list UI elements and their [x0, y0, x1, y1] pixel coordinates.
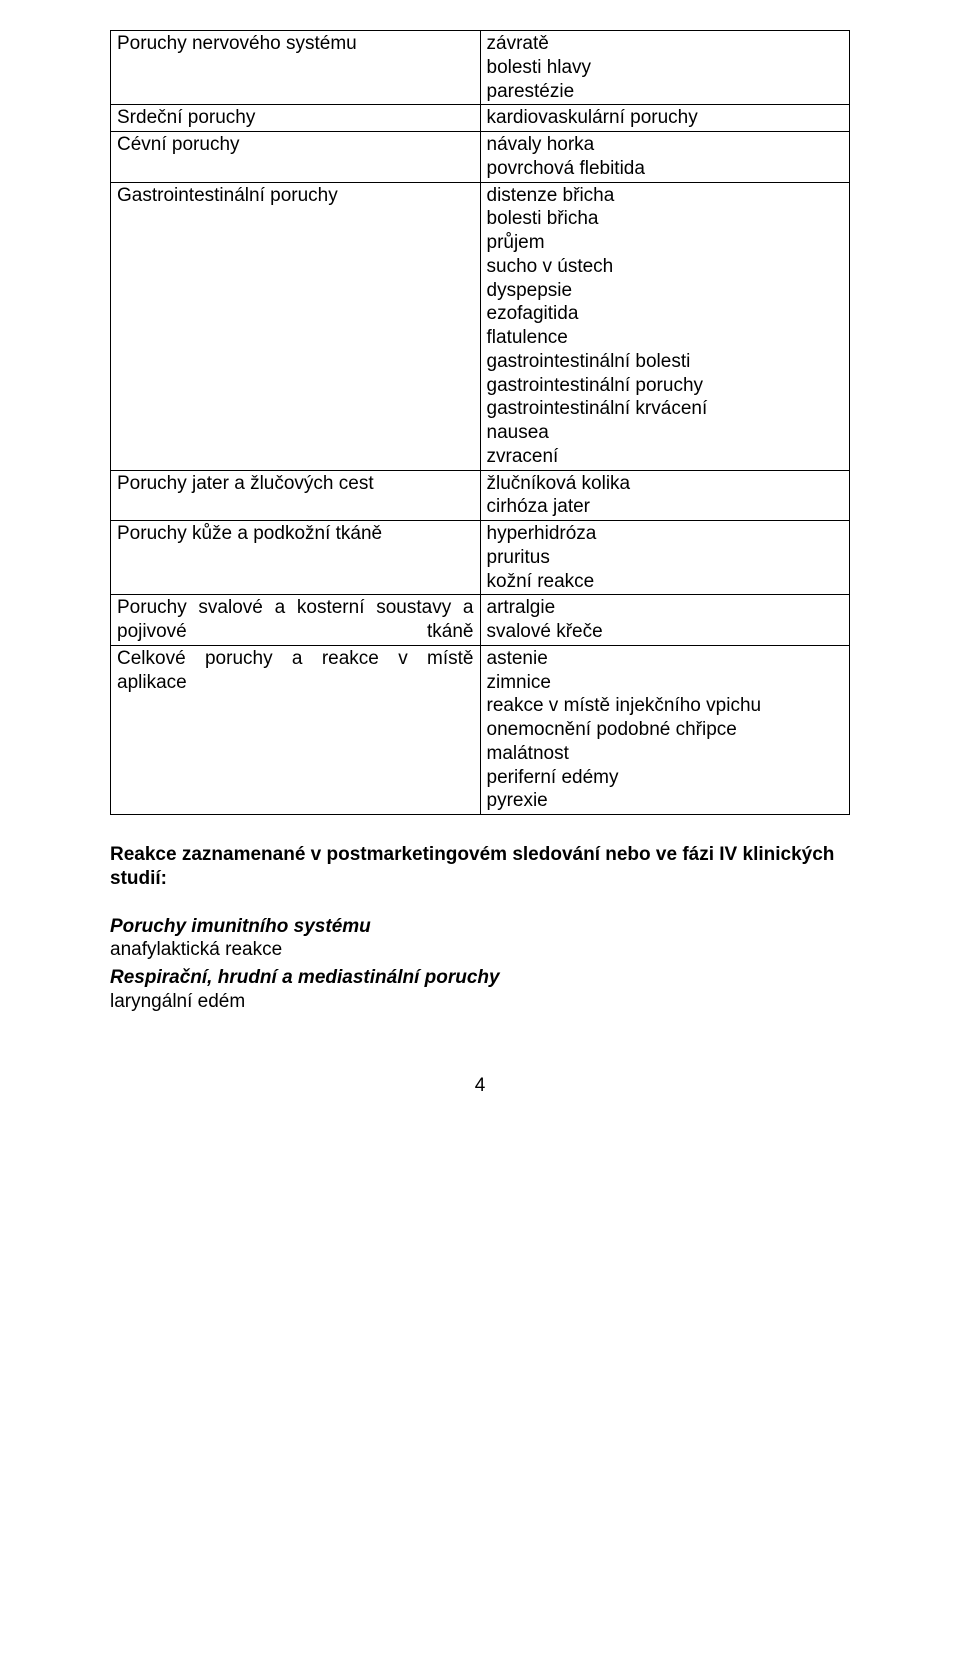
table-row: Poruchy jater a žlučových cestžlučníková… [111, 470, 850, 521]
row-label: Srdeční poruchy [111, 105, 481, 132]
row-items: žlučníková kolikacirhóza jater [480, 470, 850, 521]
row-label: Poruchy kůže a podkožní tkáně [111, 521, 481, 595]
row-items: distenze břichabolesti břichaprůjemsucho… [480, 182, 850, 470]
list-item: parestézie [487, 80, 844, 104]
row-items: asteniezimnicereakce v místě injekčního … [480, 645, 850, 814]
list-item: pyrexie [487, 789, 844, 813]
list-item: svalové křeče [487, 620, 844, 644]
page-number: 4 [110, 1074, 850, 1098]
list-item: gastrointestinální krvácení [487, 397, 844, 421]
list-item: kardiovaskulární poruchy [487, 106, 844, 130]
list-item: kožní reakce [487, 570, 844, 594]
list-item: průjem [487, 231, 844, 255]
list-item: závratě [487, 32, 844, 56]
list-item: artralgie [487, 596, 844, 620]
list-item: reakce v místě injekčního vpichu [487, 694, 844, 718]
list-item: povrchová flebitida [487, 157, 844, 181]
list-item: hyperhidróza [487, 522, 844, 546]
row-label: Cévní poruchy [111, 132, 481, 183]
list-item: gastrointestinální poruchy [487, 374, 844, 398]
table-row: Gastrointestinální poruchydistenze břich… [111, 182, 850, 470]
list-item: periferní edémy [487, 766, 844, 790]
list-item: žlučníková kolika [487, 472, 844, 496]
row-label: Celkové poruchy a reakce v místě aplikac… [111, 645, 481, 814]
postmarketing-section: Reakce zaznamenané v postmarketingovém s… [110, 843, 850, 1014]
table-row: Poruchy nervového systémuzávratěbolesti … [111, 31, 850, 105]
row-items: závratěbolesti hlavyparestézie [480, 31, 850, 105]
row-items: kardiovaskulární poruchy [480, 105, 850, 132]
table-row: Poruchy svalové a kosterní soustavy a po… [111, 595, 850, 646]
list-item: malátnost [487, 742, 844, 766]
row-items: hyperhidrózaprurituskožní reakce [480, 521, 850, 595]
list-item: zimnice [487, 671, 844, 695]
list-item: distenze břicha [487, 184, 844, 208]
list-item: bolesti hlavy [487, 56, 844, 80]
subsection-title: Poruchy imunitního systému [110, 915, 850, 939]
row-label: Poruchy jater a žlučových cest [111, 470, 481, 521]
table-row: Srdeční poruchykardiovaskulární poruchy [111, 105, 850, 132]
subsection-title: Respirační, hrudní a mediastinální poruc… [110, 966, 850, 990]
row-label: Poruchy nervového systému [111, 31, 481, 105]
postmarketing-subsection: Poruchy imunitního systémuanafylaktická … [110, 915, 850, 963]
row-label: Gastrointestinální poruchy [111, 182, 481, 470]
adverse-events-table: Poruchy nervového systémuzávratěbolesti … [110, 30, 850, 815]
list-item: zvracení [487, 445, 844, 469]
subsection-line: anafylaktická reakce [110, 938, 850, 962]
list-item: sucho v ústech [487, 255, 844, 279]
row-items: návaly horkapovrchová flebitida [480, 132, 850, 183]
list-item: nausea [487, 421, 844, 445]
list-item: astenie [487, 647, 844, 671]
list-item: flatulence [487, 326, 844, 350]
table-row: Poruchy kůže a podkožní tkáněhyperhidróz… [111, 521, 850, 595]
postmarketing-heading: Reakce zaznamenané v postmarketingovém s… [110, 843, 850, 891]
subsection-line: laryngální edém [110, 990, 850, 1014]
list-item: gastrointestinální bolesti [487, 350, 844, 374]
row-label: Poruchy svalové a kosterní soustavy a po… [111, 595, 481, 646]
list-item: ezofagitida [487, 302, 844, 326]
table-row: Celkové poruchy a reakce v místě aplikac… [111, 645, 850, 814]
table-row: Cévní poruchynávaly horkapovrchová flebi… [111, 132, 850, 183]
list-item: návaly horka [487, 133, 844, 157]
list-item: bolesti břicha [487, 207, 844, 231]
list-item: onemocnění podobné chřipce [487, 718, 844, 742]
list-item: dyspepsie [487, 279, 844, 303]
list-item: pruritus [487, 546, 844, 570]
row-items: artralgiesvalové křeče [480, 595, 850, 646]
list-item: cirhóza jater [487, 495, 844, 519]
postmarketing-subsection: Respirační, hrudní a mediastinální poruc… [110, 966, 850, 1014]
